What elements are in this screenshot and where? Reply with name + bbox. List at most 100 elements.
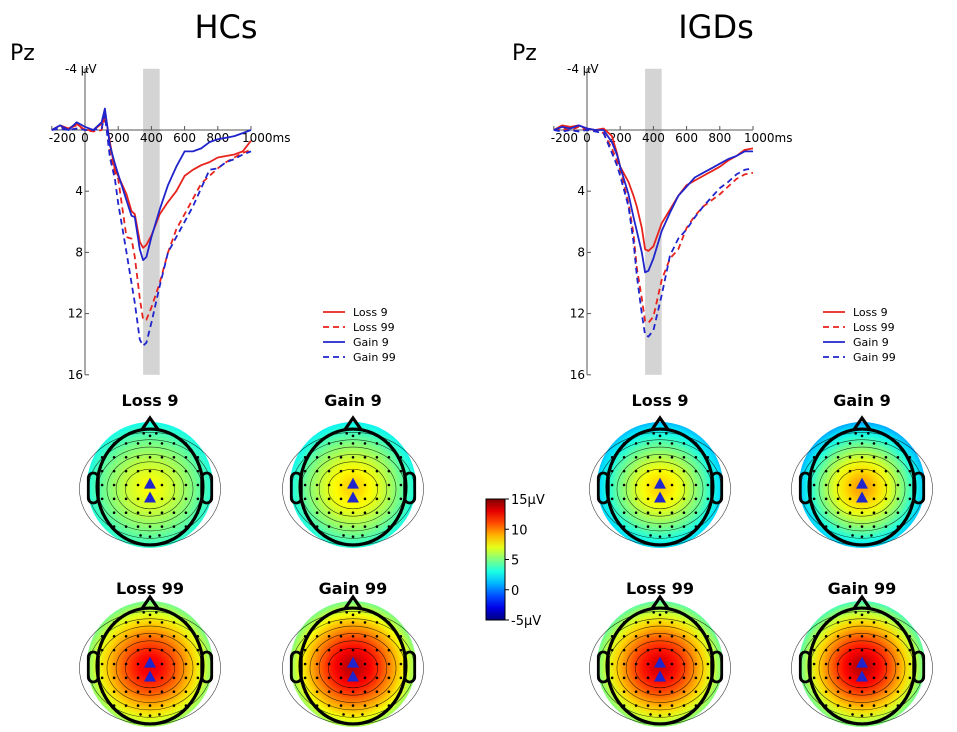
electrode-dot — [860, 704, 864, 707]
electrode-dot — [375, 662, 379, 666]
electrode-dot — [339, 469, 343, 473]
electrode-dot — [860, 455, 864, 459]
electrode-dot — [646, 497, 650, 501]
electrode-dot — [884, 621, 888, 624]
nose-outline — [852, 415, 872, 431]
electrode-dot — [682, 442, 686, 445]
electrode-dot — [872, 511, 876, 515]
electrode-dot — [646, 676, 650, 680]
electrode-dot — [399, 648, 403, 652]
electrode-dot — [860, 535, 864, 538]
electrode-dot — [812, 455, 816, 459]
erp-panels: HCs Pz -200 0 200 400 600 800 1000ms -4 µV 4 8 12 16 L… — [10, 8, 896, 382]
electrode-dot — [658, 621, 662, 624]
electrode-dot — [646, 483, 650, 487]
electrode-dot — [100, 483, 104, 487]
ear-outline — [596, 650, 610, 684]
electrode-dot — [363, 634, 367, 638]
electrode-dot — [160, 648, 164, 652]
electrode-dot — [812, 690, 816, 694]
electrode-dot — [848, 483, 852, 487]
electrode-dot — [872, 634, 876, 638]
electrode-dot — [824, 621, 828, 624]
electrode-dot — [112, 525, 116, 528]
electrode-dot — [848, 497, 852, 501]
electrode-dot — [622, 634, 626, 638]
electrode-dot — [848, 704, 852, 707]
highlighted-electrode-marker — [347, 670, 359, 682]
electrode-dot — [706, 483, 710, 487]
electrode-dot — [682, 497, 686, 501]
electrode-dot — [160, 442, 164, 445]
erp-panel-igds: IGDs Pz -200 0 200 400 600 800 1000ms -4 µV 4 8 12 16… — [512, 8, 896, 382]
electrode-dot — [148, 535, 152, 538]
electrode-dot — [375, 497, 379, 501]
electrode-dot — [646, 511, 650, 515]
electrode-dot — [848, 662, 852, 666]
electrode-dot — [315, 676, 319, 680]
electrode-dot — [351, 535, 355, 538]
electrode-dot — [100, 455, 104, 459]
electrode-dot — [908, 469, 912, 473]
electrode-dot — [172, 442, 176, 445]
electrode-dot — [136, 634, 140, 638]
electrode-dot — [706, 469, 710, 473]
electrode-dot — [848, 525, 852, 528]
topomap-hcs-gain-99: Gain 99 — [282, 579, 424, 727]
electrode-dot — [363, 497, 367, 501]
nose-outline — [650, 415, 670, 431]
electrode-dot — [327, 511, 331, 515]
electrode-dot — [622, 648, 626, 652]
electrode-dot — [196, 469, 200, 473]
electrode-dot — [694, 676, 698, 680]
electrode-dot — [884, 469, 888, 473]
electrode-dot — [351, 704, 355, 707]
electrode-dot — [836, 497, 840, 501]
electrode-dot — [872, 455, 876, 459]
electrode-dot — [160, 469, 164, 473]
electrode-dot — [694, 621, 698, 624]
electrode-dot — [836, 455, 840, 459]
electrode-dot — [646, 662, 650, 666]
electrode-dot — [682, 483, 686, 487]
electrode-dot — [872, 497, 876, 501]
electrode-dot — [315, 634, 319, 638]
electrode-dot — [363, 469, 367, 473]
electrode-dot — [848, 455, 852, 459]
electrode-dot — [646, 634, 650, 638]
ear-outline — [403, 650, 417, 684]
electrode-dot — [860, 442, 864, 445]
electrode-dot — [148, 455, 152, 459]
contour-line — [837, 468, 887, 510]
x-tick-label: -200 — [49, 131, 76, 145]
electrode-dot — [184, 690, 188, 694]
electrode-dot — [836, 676, 840, 680]
electrode-dot — [634, 621, 638, 624]
electrode-dot — [327, 634, 331, 638]
electrode-dot — [375, 442, 379, 445]
electrode-dot — [399, 497, 403, 501]
highlighted-electrode-marker — [654, 491, 666, 503]
nose-outline — [650, 594, 670, 610]
electrode-dot — [112, 648, 116, 652]
electrode-dot — [649, 534, 652, 537]
electrode-dot — [375, 525, 379, 528]
electrode-dot — [339, 511, 343, 515]
y-tick-label: -4 µV — [65, 62, 97, 76]
electrode-dot — [884, 442, 888, 445]
electrode-dot — [824, 511, 828, 515]
electrode-dot — [836, 648, 840, 652]
y-tick-label: 16 — [570, 368, 585, 382]
electrode-dot — [682, 676, 686, 680]
electrode-dot — [884, 634, 888, 638]
topomap-label: Gain 99 — [319, 579, 388, 598]
electrode-dot — [706, 662, 710, 666]
highlighted-electrode-marker — [144, 491, 156, 503]
contour-line — [328, 647, 378, 689]
nose-outline — [140, 594, 160, 610]
electrode-dot — [634, 483, 638, 487]
electrode-dot — [706, 497, 710, 501]
electrode-dot — [100, 634, 104, 638]
electrode-dot — [646, 621, 650, 624]
electrode-dot — [363, 525, 367, 528]
